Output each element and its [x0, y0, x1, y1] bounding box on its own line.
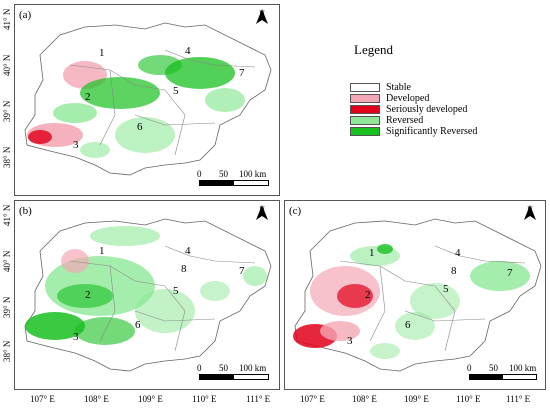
scale-bar: 0 50 100 km: [197, 169, 277, 186]
legend-swatch: [350, 94, 380, 103]
region-label-7: 7: [507, 267, 513, 279]
north-arrow: N: [255, 205, 269, 220]
y-tick: 38° N: [2, 340, 12, 362]
scale-tick-0: 0: [197, 169, 202, 179]
scale-tick-0: 0: [467, 363, 472, 373]
scale-tick-50: 50: [489, 363, 498, 373]
region-label-6: 6: [135, 319, 141, 331]
scale-tick-0: 0: [197, 363, 202, 373]
legend-item-reversed: Reversed: [350, 115, 500, 126]
legend-title: Legend: [354, 42, 393, 57]
legend-label: Seriously developed: [386, 104, 468, 115]
region-label-8: 8: [451, 265, 457, 277]
legend-label: Stable: [386, 82, 411, 93]
scale-tick-100: 100 km: [239, 363, 267, 373]
scale-bar: 0 50 100 km: [197, 363, 277, 380]
scale-tick-100: 100 km: [509, 363, 537, 373]
legend-label: Developed: [386, 93, 430, 104]
north-arrow: N: [523, 205, 537, 220]
region-label-3: 3: [73, 331, 79, 343]
y-tick: 40° N: [2, 54, 12, 76]
panel-label: (a): [19, 9, 32, 21]
scale-tick-100: 100 km: [239, 169, 267, 179]
region-label-1: 1: [99, 47, 105, 59]
x-tick: 110° E: [192, 394, 217, 404]
map-b-svg: [24, 218, 272, 372]
x-tick: 108° E: [84, 394, 109, 404]
north-arrow-icon: [256, 9, 268, 24]
region-label-2: 2: [365, 289, 371, 301]
y-tick: 39° N: [2, 296, 12, 318]
map-c-svg: [293, 218, 542, 372]
legend-item-stable: Stable: [350, 82, 500, 93]
map-a-svg: [24, 22, 272, 176]
region-label-5: 5: [443, 283, 449, 295]
legend-label: Reversed: [386, 115, 424, 126]
region-label-5: 5: [173, 85, 179, 97]
y-tick: 41° N: [2, 8, 12, 30]
map-panel-a: (a) 1 2 3 4 5 6 7 N 0 50 100 km: [14, 4, 280, 196]
legend-item-developed: Developed: [350, 93, 500, 104]
region-label-2: 2: [85, 91, 91, 103]
legend-label: Significantly Reversed: [386, 126, 478, 137]
x-tick: 109° E: [404, 394, 429, 404]
map-panel-c: (c) 1 2 3 4 5 6 7 8 N 0 50 100 km: [284, 200, 546, 390]
x-tick: 109° E: [138, 394, 163, 404]
region-label-3: 3: [73, 139, 79, 151]
region-label-1: 1: [369, 247, 375, 259]
y-tick: 40° N: [2, 250, 12, 272]
y-tick: 39° N: [2, 100, 12, 122]
county-boundaries: [69, 49, 256, 156]
legend-item-seriously-developed: Seriously developed: [350, 104, 500, 115]
region-label-4: 4: [185, 245, 191, 257]
region-label-2: 2: [85, 289, 91, 301]
region-label-7: 7: [239, 67, 245, 79]
north-arrow: N: [255, 9, 269, 24]
region-label-4: 4: [185, 45, 191, 57]
map-panel-b: (b) 1 2 3 4 5 6 7 8 N 0 50 100 km: [14, 200, 280, 390]
region-label-3: 3: [347, 335, 353, 347]
legend-swatch: [350, 83, 380, 92]
x-tick: 108° E: [352, 394, 377, 404]
x-tick: 110° E: [456, 394, 481, 404]
scale-tick-50: 50: [219, 169, 228, 179]
north-arrow-icon: [256, 205, 268, 220]
panel-label: (b): [19, 205, 32, 217]
north-arrow-icon: [524, 205, 536, 220]
legend-item-significantly-reversed: Significantly Reversed: [350, 126, 500, 137]
scale-bar: 0 50 100 km: [467, 363, 545, 380]
legend-swatch: [350, 105, 380, 114]
change-patches: [293, 244, 530, 359]
region-label-7: 7: [239, 265, 245, 277]
x-tick: 107° E: [30, 394, 55, 404]
region-label-1: 1: [99, 245, 105, 257]
x-tick: 107° E: [300, 394, 325, 404]
change-patches: [25, 226, 267, 345]
region-label-5: 5: [173, 285, 179, 297]
region-label-8: 8: [181, 263, 187, 275]
county-boundaries: [339, 245, 526, 352]
scale-tick-50: 50: [219, 363, 228, 373]
region-label-6: 6: [137, 121, 143, 133]
x-tick: 111° E: [506, 394, 531, 404]
x-tick: 111° E: [246, 394, 271, 404]
y-tick: 41° N: [2, 204, 12, 226]
county-boundaries: [69, 245, 256, 352]
region-label-4: 4: [455, 247, 461, 259]
legend-swatch: [350, 127, 380, 136]
y-tick: 38° N: [2, 146, 12, 168]
panel-label: (c): [289, 205, 302, 217]
region-label-6: 6: [405, 319, 411, 331]
legend: Legend Stable Developed Seriously develo…: [350, 42, 500, 137]
legend-swatch: [350, 116, 380, 125]
